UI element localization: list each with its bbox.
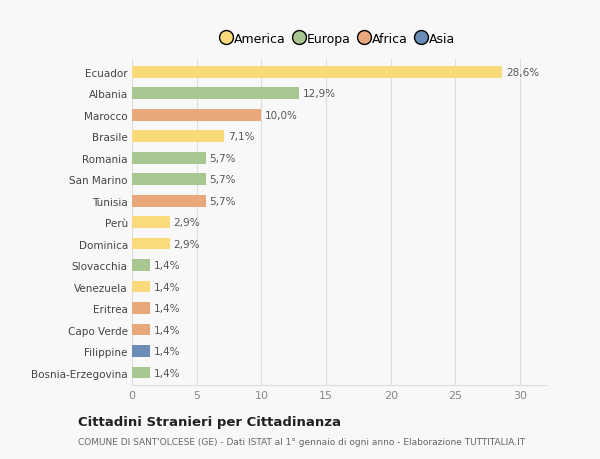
Bar — [132, 324, 150, 336]
Bar — [132, 152, 206, 164]
Text: 1,4%: 1,4% — [154, 368, 181, 378]
Text: 5,7%: 5,7% — [209, 175, 236, 185]
Bar — [132, 88, 299, 100]
Text: 5,7%: 5,7% — [209, 196, 236, 206]
Text: 2,9%: 2,9% — [173, 218, 200, 228]
Bar — [132, 217, 170, 229]
Bar — [132, 281, 150, 293]
Text: 1,4%: 1,4% — [154, 261, 181, 270]
Text: 28,6%: 28,6% — [506, 67, 539, 78]
Text: 7,1%: 7,1% — [228, 132, 254, 142]
Bar — [132, 67, 502, 78]
Bar — [132, 367, 150, 379]
Bar — [132, 195, 206, 207]
Text: 1,4%: 1,4% — [154, 346, 181, 356]
Bar — [132, 238, 170, 250]
Bar — [132, 260, 150, 271]
Legend: America, Europa, Africa, Asia: America, Europa, Africa, Asia — [223, 34, 455, 46]
Text: COMUNE DI SANT'OLCESE (GE) - Dati ISTAT al 1° gennaio di ogni anno - Elaborazion: COMUNE DI SANT'OLCESE (GE) - Dati ISTAT … — [78, 437, 525, 446]
Bar — [132, 174, 206, 185]
Text: 1,4%: 1,4% — [154, 325, 181, 335]
Bar — [132, 302, 150, 314]
Text: Cittadini Stranieri per Cittadinanza: Cittadini Stranieri per Cittadinanza — [78, 415, 341, 428]
Text: 1,4%: 1,4% — [154, 303, 181, 313]
Bar — [132, 131, 224, 143]
Text: 2,9%: 2,9% — [173, 239, 200, 249]
Bar — [132, 110, 262, 121]
Text: 1,4%: 1,4% — [154, 282, 181, 292]
Text: 10,0%: 10,0% — [265, 111, 298, 120]
Text: 12,9%: 12,9% — [303, 89, 336, 99]
Bar — [132, 345, 150, 357]
Text: 5,7%: 5,7% — [209, 153, 236, 163]
